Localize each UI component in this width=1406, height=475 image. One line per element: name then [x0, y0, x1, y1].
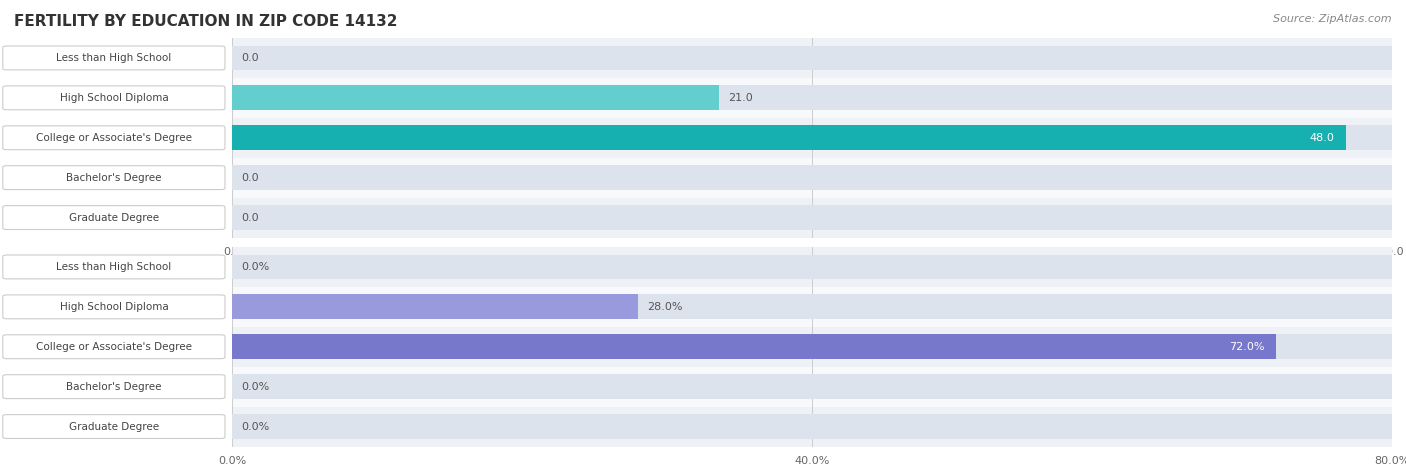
- Bar: [232, 86, 1392, 110]
- Bar: [232, 414, 1392, 439]
- Text: 28.0%: 28.0%: [647, 302, 683, 312]
- Text: Bachelor's Degree: Bachelor's Degree: [66, 381, 162, 392]
- Bar: [232, 367, 1392, 407]
- Bar: [232, 165, 1392, 190]
- Bar: [232, 125, 1392, 150]
- Text: 72.0%: 72.0%: [1229, 342, 1264, 352]
- Bar: [232, 118, 1392, 158]
- Bar: [232, 334, 1392, 359]
- Bar: [232, 327, 1392, 367]
- Text: Graduate Degree: Graduate Degree: [69, 212, 159, 223]
- Text: Graduate Degree: Graduate Degree: [69, 421, 159, 432]
- Text: Source: ZipAtlas.com: Source: ZipAtlas.com: [1274, 14, 1392, 24]
- Text: High School Diploma: High School Diploma: [59, 302, 169, 312]
- Text: 0.0: 0.0: [242, 212, 259, 223]
- Bar: [232, 125, 1346, 150]
- Bar: [232, 198, 1392, 238]
- Text: Less than High School: Less than High School: [56, 53, 172, 63]
- Bar: [232, 294, 1392, 319]
- Text: 0.0: 0.0: [242, 53, 259, 63]
- Text: High School Diploma: High School Diploma: [59, 93, 169, 103]
- Bar: [232, 158, 1392, 198]
- Bar: [232, 78, 1392, 118]
- Text: FERTILITY BY EDUCATION IN ZIP CODE 14132: FERTILITY BY EDUCATION IN ZIP CODE 14132: [14, 14, 398, 29]
- Text: Less than High School: Less than High School: [56, 262, 172, 272]
- Bar: [232, 255, 1392, 279]
- Bar: [232, 407, 1392, 446]
- Text: 0.0%: 0.0%: [242, 381, 270, 392]
- Text: Bachelor's Degree: Bachelor's Degree: [66, 172, 162, 183]
- Bar: [232, 334, 1277, 359]
- Text: 21.0: 21.0: [728, 93, 754, 103]
- Text: 0.0%: 0.0%: [242, 421, 270, 432]
- Text: 48.0: 48.0: [1309, 133, 1334, 143]
- Text: 0.0: 0.0: [242, 172, 259, 183]
- Text: 0.0%: 0.0%: [242, 262, 270, 272]
- Bar: [232, 287, 1392, 327]
- Bar: [232, 294, 638, 319]
- Bar: [232, 247, 1392, 287]
- Text: College or Associate's Degree: College or Associate's Degree: [37, 133, 191, 143]
- Bar: [232, 46, 1392, 70]
- Bar: [232, 205, 1392, 230]
- Bar: [232, 38, 1392, 78]
- Bar: [232, 374, 1392, 399]
- Bar: [232, 86, 720, 110]
- Text: College or Associate's Degree: College or Associate's Degree: [37, 342, 191, 352]
